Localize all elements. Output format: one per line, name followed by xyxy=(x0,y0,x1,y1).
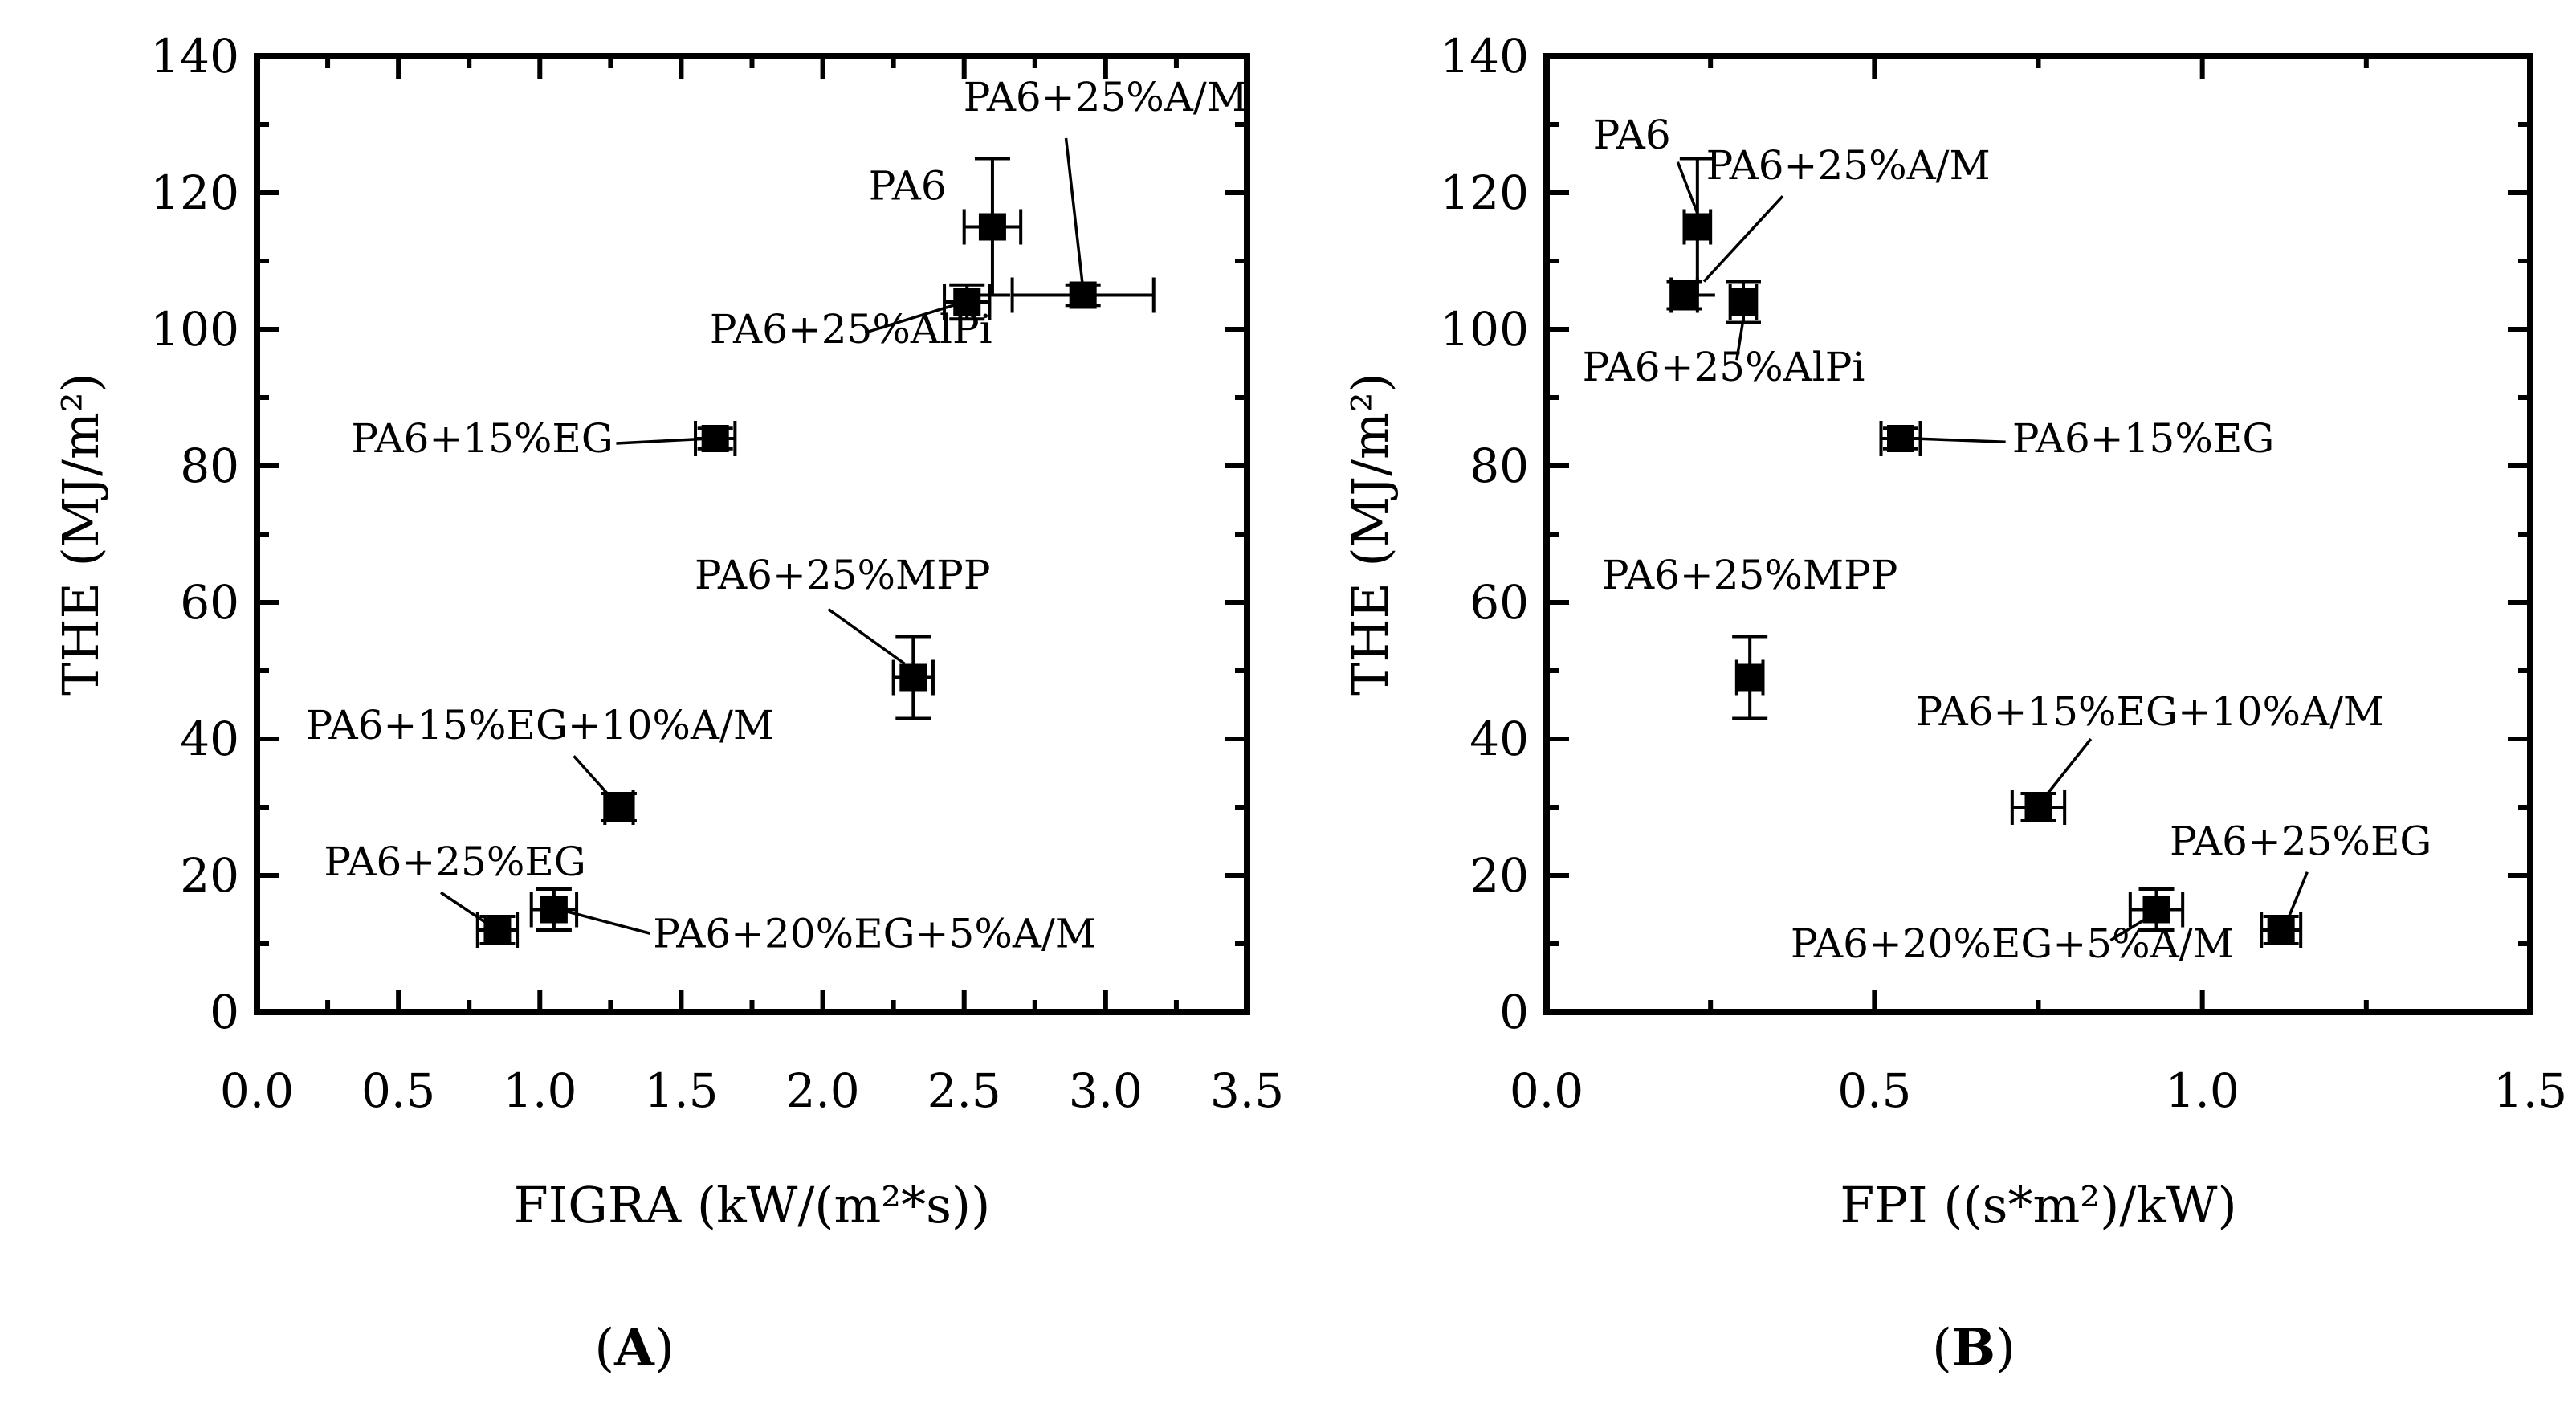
panel-a-chart: 0.0 0.5 1.0 1.5 2.0 2.5 3.0 3.5 0 20 40 60 80 100 120 1… xyxy=(51,29,1284,1234)
data-point-label: PA6+25%EG xyxy=(324,839,585,885)
panel-b-x-tick-label: 0.5 xyxy=(1837,1063,1911,1118)
square-marker xyxy=(1736,663,1764,692)
square-marker xyxy=(1683,213,1711,241)
panel-b-y-axis-title: THE (MJ/m²) xyxy=(1341,373,1400,696)
square-marker xyxy=(483,916,512,944)
panel-a-y-tick-label: 100 xyxy=(150,302,239,357)
leader-line xyxy=(440,891,493,928)
data-point-label: PA6+20%EG+5%A/M xyxy=(1791,920,2234,967)
panel-a-x-tick-label: 0.0 xyxy=(220,1063,294,1118)
panel-b-data-point: PA6+15%EG xyxy=(1879,415,2274,462)
data-point-label: PA6+25%MPP xyxy=(695,552,990,598)
data-point-label: PA6+25%A/M xyxy=(1706,142,1991,189)
panel-a-data-point: PA6 xyxy=(869,157,1023,297)
data-point-label: PA6 xyxy=(1593,112,1671,158)
panel-a-y-tick-label: 60 xyxy=(180,575,239,630)
panel-b-y-tick-label: 120 xyxy=(1440,165,1529,220)
panel-a-x-tick-label: 1.5 xyxy=(644,1063,718,1118)
panel-b-y-tick-label: 80 xyxy=(1469,439,1529,493)
panel-a-data-point: PA6+25%AlPi xyxy=(710,283,992,353)
panel-a-x-axis-title: FIGRA (kW/(m²*s)) xyxy=(514,1176,991,1234)
leader-line xyxy=(827,608,906,665)
panel-a-x-tick-label: 3.0 xyxy=(1069,1063,1143,1118)
square-marker xyxy=(2024,794,2052,821)
square-marker xyxy=(1670,281,1698,309)
panel-b-data-point: PA6+20%EG+5%A/M xyxy=(1791,888,2234,967)
data-point-label: PA6+25%AlPi xyxy=(1583,344,1865,390)
panel-b-y-tick-label: 0 xyxy=(1499,985,1529,1039)
panel-b-data-point: PA6+15%EG+10%A/M xyxy=(1916,688,2385,825)
panel-a-data-point: PA6+15%EG+10%A/M xyxy=(305,702,774,825)
panel-b-y-tick-label: 40 xyxy=(1469,712,1529,766)
panel-a-x-tick-label: 3.5 xyxy=(1210,1063,1284,1118)
data-point-label: PA6+25%MPP xyxy=(1602,552,1897,598)
square-marker xyxy=(978,213,1006,241)
leader-line xyxy=(2109,915,2151,942)
panel-a-data-point: PA6+25%A/M xyxy=(964,74,1248,313)
panel-b-data-point: PA6+25%EG xyxy=(2170,818,2431,948)
data-point-label: PA6+25%EG xyxy=(2170,818,2431,865)
data-point-label: PA6+15%EG+10%A/M xyxy=(305,702,774,749)
panel-a-y-tick-label: 140 xyxy=(150,29,239,84)
panel-a-data-point: PA6+25%MPP xyxy=(695,552,990,720)
leader-line xyxy=(1914,437,2006,443)
panel-a-x-tick-label: 0.5 xyxy=(361,1063,435,1118)
panel-a-x-tick-label: 2.5 xyxy=(927,1063,1001,1118)
panel-b-data-point: PA6+25%MPP xyxy=(1602,552,1897,720)
leader-line xyxy=(2044,737,2093,798)
data-point-label: PA6+15%EG xyxy=(2012,415,2274,462)
panel-a-y-axis-title: THE (MJ/m²) xyxy=(51,373,110,696)
panel-a-y-tick-label: 20 xyxy=(180,848,239,903)
leader-line xyxy=(864,300,965,334)
panel-a-x-tick-label: 1.0 xyxy=(503,1063,577,1118)
panel-a-data-point: PA6+25%EG xyxy=(324,839,586,948)
data-point-label: PA6+25%A/M xyxy=(964,74,1248,120)
panel-b-chart: 0.0 0.5 1.0 1.5 0 20 40 60 80 100 120 140 FPI ((s*m²… xyxy=(1341,29,2567,1234)
leader-line xyxy=(616,437,710,445)
panel-a-y-tick-label: 40 xyxy=(180,712,239,766)
leader-line xyxy=(1676,161,1699,214)
square-marker xyxy=(1887,425,1914,452)
panel-b-x-tick-label: 1.5 xyxy=(2493,1063,2567,1118)
square-marker xyxy=(899,663,927,692)
panel-a-x-tick-label: 2.0 xyxy=(785,1063,859,1118)
leader-line xyxy=(1735,318,1745,361)
data-point-label: PA6 xyxy=(869,163,947,210)
panel-a-y-tick-label: 80 xyxy=(180,439,239,493)
caption-panel-b: (B) xyxy=(1932,1318,2016,1378)
square-marker xyxy=(2267,916,2295,944)
panel-b-x-axis-title: FPI ((s*m²)/kW) xyxy=(1840,1176,2236,1234)
panel-b-data-point: PA6+25%A/M xyxy=(1666,142,1991,313)
data-point-label: PA6+15%EG+10%A/M xyxy=(1916,688,2385,735)
leader-line xyxy=(1064,137,1085,289)
panel-b-y-tick-label: 100 xyxy=(1440,302,1529,357)
panel-a-data-point: PA6+20%EG+5%A/M xyxy=(529,888,1096,957)
caption-panel-a: (A) xyxy=(594,1318,675,1378)
leader-line xyxy=(559,908,651,935)
data-point-label: PA6+15%EG xyxy=(351,415,613,462)
square-marker xyxy=(953,288,981,316)
panel-b-y-tick-label: 60 xyxy=(1469,575,1529,630)
leader-line xyxy=(573,755,615,802)
panel-b-y-tick-label: 20 xyxy=(1469,848,1529,903)
panel-b-y-tick-label: 140 xyxy=(1440,29,1529,84)
panel-b-plot-frame xyxy=(1543,53,2533,1015)
panel-a-y-tick-label: 0 xyxy=(210,985,239,1039)
square-marker xyxy=(1730,288,1757,316)
leader-line xyxy=(2286,871,2309,920)
panel-b-data-point: PA6+25%AlPi xyxy=(1583,280,1865,390)
panel-a-y-tick-label: 120 xyxy=(150,165,239,220)
panel-b-x-tick-label: 0.0 xyxy=(1510,1063,1584,1118)
panel-b-x-tick-label: 1.0 xyxy=(2166,1063,2240,1118)
data-point-label: PA6+25%AlPi xyxy=(710,306,992,353)
panel-a-data-point: PA6+15%EG xyxy=(351,415,737,462)
leader-line xyxy=(1702,195,1784,283)
panel-b-data-point: PA6 xyxy=(1593,112,1715,297)
data-point-label: PA6+20%EG+5%A/M xyxy=(653,910,1096,957)
